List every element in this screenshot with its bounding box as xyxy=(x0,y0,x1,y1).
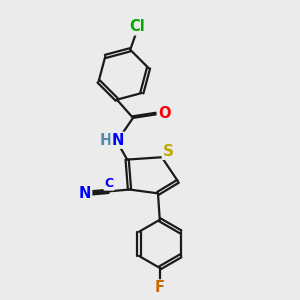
Text: S: S xyxy=(163,144,174,159)
Text: N: N xyxy=(112,133,124,148)
Text: Cl: Cl xyxy=(129,20,145,34)
Text: H: H xyxy=(100,133,112,148)
Text: N: N xyxy=(79,186,91,201)
Text: C: C xyxy=(104,177,114,190)
Text: F: F xyxy=(155,280,165,296)
Text: O: O xyxy=(158,106,170,121)
